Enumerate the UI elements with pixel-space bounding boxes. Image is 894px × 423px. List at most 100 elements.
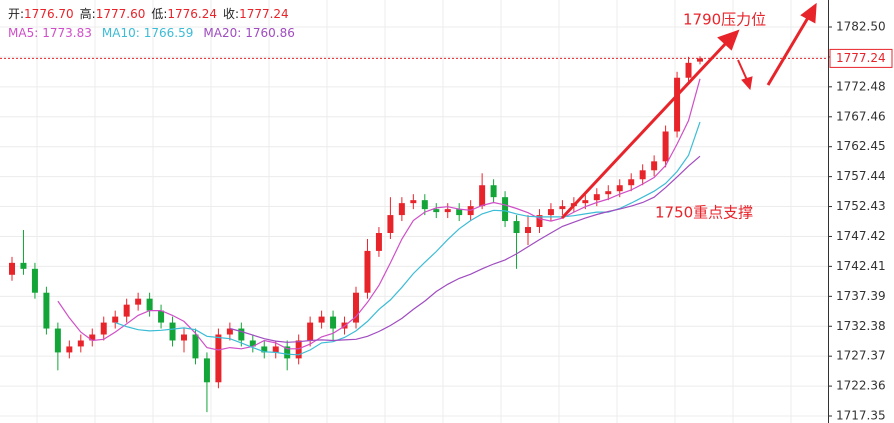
candle-body xyxy=(353,292,359,323)
candle-body xyxy=(112,316,119,323)
candle-body xyxy=(295,340,302,359)
candle-body xyxy=(284,346,291,359)
ma-line xyxy=(229,155,701,343)
ohlc-value: 1777.60 xyxy=(96,7,146,21)
candle-body xyxy=(169,322,176,341)
legend-name: MA10: xyxy=(102,26,140,40)
candle-body xyxy=(66,346,73,353)
candle-body xyxy=(628,179,635,186)
ohlc-value: 1776.70 xyxy=(24,7,74,21)
candle-body xyxy=(433,209,440,213)
legend: 开:1776.70 高:1777.60 低:1776.24 收:1777.24 MA5:… xyxy=(8,6,295,40)
candle-body xyxy=(479,185,486,207)
candle-body xyxy=(421,200,428,210)
last-price-box xyxy=(829,48,893,68)
candle-body xyxy=(697,58,703,62)
plot xyxy=(0,26,832,417)
ohlc-label: 低: xyxy=(151,7,167,21)
ohlc-label: 高: xyxy=(80,6,96,21)
y-tick-label: 1767.46 xyxy=(836,109,886,123)
y-tick-label: 1722.36 xyxy=(836,379,886,393)
candle-body xyxy=(261,346,268,353)
candle-body xyxy=(398,203,405,216)
candle-body xyxy=(685,62,692,78)
candle-body xyxy=(387,215,394,233)
candle-body xyxy=(181,334,187,341)
arrow xyxy=(766,15,811,86)
candle-body xyxy=(226,328,233,335)
y-tick-label: 1762.45 xyxy=(836,139,886,153)
candle-body xyxy=(559,206,566,210)
ohlc-value: 1776.24 xyxy=(167,7,217,21)
candle-body xyxy=(364,250,371,293)
candle-body xyxy=(249,340,256,347)
ma-line xyxy=(114,121,701,356)
annotation: 1790压力位 xyxy=(683,11,766,29)
candle-body xyxy=(89,334,96,341)
arrow xyxy=(560,39,730,220)
legend-value: 1760.86 xyxy=(245,26,295,40)
candle-body xyxy=(375,232,382,251)
y-tick-label: 1742.41 xyxy=(836,259,886,273)
candle-body xyxy=(203,358,210,383)
candle-body xyxy=(272,346,279,353)
candle-body xyxy=(444,209,451,213)
arrow xyxy=(737,59,748,81)
y-tick-label: 1717.35 xyxy=(836,409,886,423)
candle-body xyxy=(135,298,142,305)
y-tick-label: 1737.39 xyxy=(836,289,886,303)
candle-body xyxy=(100,322,107,335)
y-tick-label: 1757.44 xyxy=(836,169,886,183)
y-tick-label: 1752.43 xyxy=(836,199,886,213)
candle-body xyxy=(123,304,130,317)
candle-body xyxy=(490,185,497,198)
candle-body xyxy=(674,77,681,132)
candle-body xyxy=(330,316,337,329)
candle-body xyxy=(215,334,222,383)
arrow-head xyxy=(741,76,753,91)
annotation: 1750重点支撑 xyxy=(655,204,753,222)
candle-body xyxy=(77,340,84,347)
candle-body xyxy=(605,191,612,195)
last-price-label: 1777.24 xyxy=(836,51,886,65)
grid xyxy=(0,0,828,423)
y-tick-label: 1727.37 xyxy=(836,349,886,363)
candle-body xyxy=(547,209,554,216)
ohlc-value: 1777.24 xyxy=(239,7,289,21)
y-tick-label: 1772.48 xyxy=(836,79,886,93)
candle-body xyxy=(307,322,314,341)
candle-body xyxy=(662,131,669,162)
candle-body xyxy=(238,328,245,341)
legend-value: 1773.83 xyxy=(42,26,92,40)
candle-body xyxy=(318,316,325,323)
legend-name: MA5: xyxy=(8,26,38,40)
candle-body xyxy=(410,200,417,204)
ohlc-label: 开: xyxy=(8,7,24,21)
arrows xyxy=(560,2,817,220)
candle-body xyxy=(20,262,27,269)
candle-body xyxy=(9,262,15,275)
y-tick-label: 1782.50 xyxy=(836,19,886,33)
ohlc-header: 开:1776.70 高:1777.60 低:1776.24 收:1777.24 xyxy=(8,6,289,21)
candle-body xyxy=(536,215,543,228)
candle-body xyxy=(513,221,520,233)
ohlc-label: 收: xyxy=(223,7,239,21)
legend-value: 1766.59 xyxy=(144,26,194,40)
candle-body xyxy=(582,200,589,204)
candle-body xyxy=(456,209,463,216)
candle-body xyxy=(651,161,658,171)
candle-body xyxy=(54,328,61,353)
legend-name: MA20: xyxy=(203,26,241,40)
candle-body xyxy=(502,197,509,222)
y-tick-label: 1732.38 xyxy=(836,319,886,333)
y-tick-label: 1747.42 xyxy=(836,229,886,243)
candle-body xyxy=(192,334,199,359)
candle-body xyxy=(158,310,165,323)
arrow-head xyxy=(800,2,817,24)
ma-line xyxy=(57,78,701,351)
candle-body xyxy=(616,185,623,192)
candle-body xyxy=(639,170,646,180)
candle-body xyxy=(31,268,38,293)
ma-legend: MA5: 1773.83 MA10: 1766.59 MA20: 1760.86 xyxy=(8,26,295,40)
